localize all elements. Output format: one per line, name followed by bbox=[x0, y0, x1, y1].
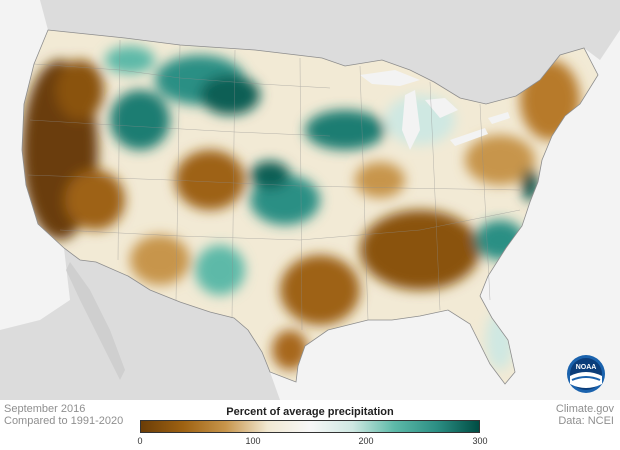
precipitation-map bbox=[0, 0, 620, 400]
precipitation-patches bbox=[22, 46, 580, 370]
source-site: Climate.gov bbox=[555, 403, 614, 415]
patch-nebraska-wet bbox=[250, 161, 290, 189]
baja-peninsula bbox=[66, 262, 125, 380]
state-borders bbox=[27, 39, 521, 331]
patch-gulf-dry bbox=[272, 330, 308, 370]
patch-idaho-wet bbox=[110, 90, 170, 150]
noaa-logo: NOAA bbox=[567, 355, 605, 393]
patch-newmexico-wet bbox=[195, 245, 245, 295]
us-outline bbox=[21, 29, 599, 385]
date-label: September 2016 bbox=[4, 403, 86, 415]
legend-tick-200: 200 bbox=[358, 436, 374, 446]
legend-color-bar bbox=[140, 420, 480, 433]
patch-southeast-dry bbox=[360, 210, 480, 290]
legend-tick-100: 100 bbox=[245, 436, 261, 446]
legend-tick-0: 0 bbox=[137, 436, 143, 446]
patch-pennsylvania-dry bbox=[465, 135, 535, 185]
patch-minnesota-wet bbox=[305, 110, 385, 150]
source-caption: Climate.gov Data: NCEI bbox=[556, 403, 614, 427]
patch-arizona-mixed bbox=[130, 235, 190, 285]
great-lakes bbox=[360, 70, 510, 150]
noaa-logo-text: NOAA bbox=[576, 364, 597, 371]
patch-wyoming-dry bbox=[175, 150, 245, 210]
mexico-land bbox=[0, 248, 280, 400]
map-footer: September 2016 Compared to 1991-2020 Per… bbox=[0, 400, 620, 450]
patch-oregon-dry bbox=[56, 60, 104, 120]
neighbor-landmasses bbox=[0, 0, 620, 400]
patch-dakota-wet bbox=[200, 75, 260, 115]
baseline-label: Compared to 1991-2020 bbox=[4, 415, 124, 427]
patch-nevada-dry bbox=[65, 170, 125, 230]
patch-coast-wet bbox=[522, 169, 538, 201]
patch-illinois-dry bbox=[355, 162, 405, 198]
canada-land bbox=[0, 0, 620, 104]
source-data: Data: NCEI bbox=[558, 415, 614, 427]
legend-tick-300: 300 bbox=[472, 436, 488, 446]
date-caption: September 2016 Compared to 1991-2020 bbox=[4, 403, 123, 427]
patch-carolina-wet bbox=[475, 220, 525, 260]
patch-florida-light bbox=[486, 310, 514, 370]
patch-nw-wet-light bbox=[105, 46, 155, 74]
patch-texas-dry bbox=[280, 255, 360, 325]
legend-title: Percent of average precipitation bbox=[226, 406, 394, 418]
